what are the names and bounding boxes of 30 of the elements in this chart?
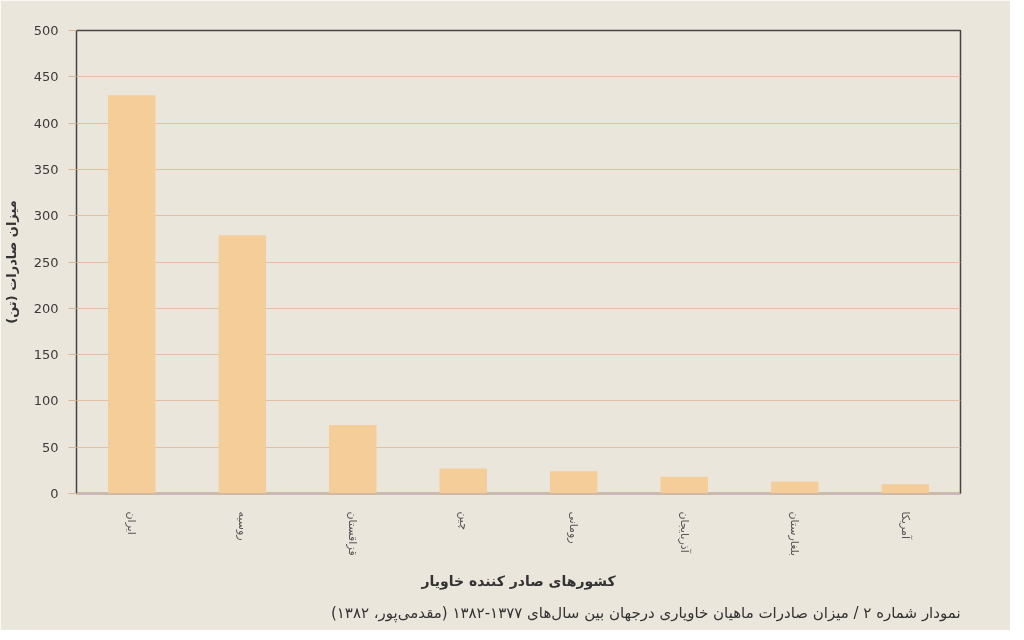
bar: [218, 235, 267, 494]
y-axis-title: میزان صادرات (تن): [3, 200, 19, 324]
x-tick-label: قزاقستان: [346, 511, 360, 556]
y-tick-label: 300: [33, 208, 59, 224]
bar: [549, 471, 598, 494]
bar: [881, 484, 930, 494]
text: نمودار شماره ۲ / میزان صادرات ماهیان خاویاری درجهان بین سال‌های ۱۳۷۷-۱۳۸۲ (مقدمی‌پور، ۱۳۸۲): [330, 603, 961, 623]
x-axis-title: کشورهای صادر کننده خاویار: [420, 573, 617, 591]
y-tick-label: 400: [33, 115, 59, 131]
x-tick-label: رومانی: [567, 511, 581, 544]
y-tick-label: 150: [33, 347, 59, 363]
y-tick-label: 50: [41, 439, 59, 455]
bar: [660, 476, 709, 494]
x-tick-label: بلغارستان: [788, 511, 802, 557]
bar: [107, 95, 156, 494]
bar: [439, 468, 488, 494]
bar: [328, 424, 377, 494]
y-tick-label: 250: [33, 254, 59, 270]
y-tick-label: 200: [33, 300, 59, 316]
y-tick-label: 0: [50, 486, 59, 501]
x-tick-label: روسیه: [235, 511, 249, 541]
x-tick-label: چین: [456, 511, 470, 530]
x-tick-label: ایران: [125, 511, 139, 535]
y-tick-label: 500: [33, 23, 59, 38]
x-tick-label: آمریکا: [898, 511, 913, 540]
y-tick-label: 450: [33, 69, 59, 85]
x-tick-label: آذربایجان: [677, 511, 692, 554]
y-tick-label: 100: [33, 393, 59, 409]
bar: [770, 481, 819, 494]
y-tick-label: 350: [33, 161, 59, 177]
